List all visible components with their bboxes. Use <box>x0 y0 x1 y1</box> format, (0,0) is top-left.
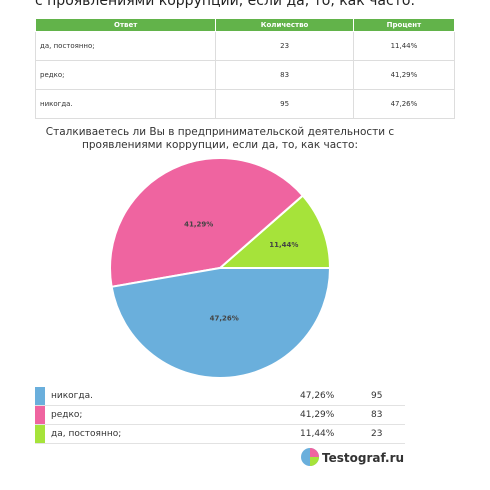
brand: Testograf.ru <box>322 451 405 465</box>
legend-count: 95 <box>371 391 383 401</box>
legend-count: 23 <box>371 429 383 439</box>
legend-count: 83 <box>371 410 383 420</box>
legend-row: да, постоянно; 11,44% 23 <box>35 425 405 444</box>
header-row: Ответ Количество Процент <box>34 18 456 32</box>
legend-percent: 41,29% <box>300 410 335 420</box>
results-table: Ответ Количество Процент да, постоянно; 23 11… <box>34 18 456 119</box>
pie-slice <box>109 157 305 288</box>
slice-label: 11,44% <box>269 241 298 249</box>
column-header: Ответ <box>34 18 217 32</box>
table-cell: 47,26% <box>352 89 456 119</box>
legend-label: никогда. <box>51 391 94 401</box>
slice-label: 41,29% <box>184 220 213 228</box>
legend: никогда. 47,26% 95 редко; 41,29% 83 да, постоя… <box>35 387 405 444</box>
slice-label: 47,26% <box>210 314 239 322</box>
legend-row: никогда. 47,26% 95 <box>35 387 405 406</box>
logo-slice <box>310 448 319 457</box>
table-cell: 95 <box>215 89 354 119</box>
legend-swatch <box>35 387 45 405</box>
legend-swatch <box>35 425 45 443</box>
logo-slice <box>310 457 319 466</box>
pie-slice <box>217 194 332 269</box>
legend-percent: 47,26% <box>300 391 335 401</box>
column-header: Количество <box>215 18 354 32</box>
legend-label: да, постоянно; <box>51 429 122 439</box>
legend-percent: 11,44% <box>300 429 335 439</box>
table-cell: 23 <box>215 31 354 61</box>
table-cell: никогда. <box>34 89 217 119</box>
table-row: да, постоянно; 23 11,44% <box>34 31 456 61</box>
table-row: никогда. 95 47,26% <box>34 89 456 119</box>
logo <box>301 448 319 466</box>
table-cell: 11,44% <box>352 31 456 61</box>
pie-slice <box>110 267 332 379</box>
legend-row: редко; 41,29% 83 <box>35 406 405 425</box>
heading: с проявлениями коррупции, если да, то, к… <box>35 0 416 9</box>
chart-title: Сталкиваетесь ли Вы в предпринимательско… <box>45 126 395 151</box>
legend-swatch <box>35 406 45 424</box>
legend-label: редко; <box>51 410 83 420</box>
